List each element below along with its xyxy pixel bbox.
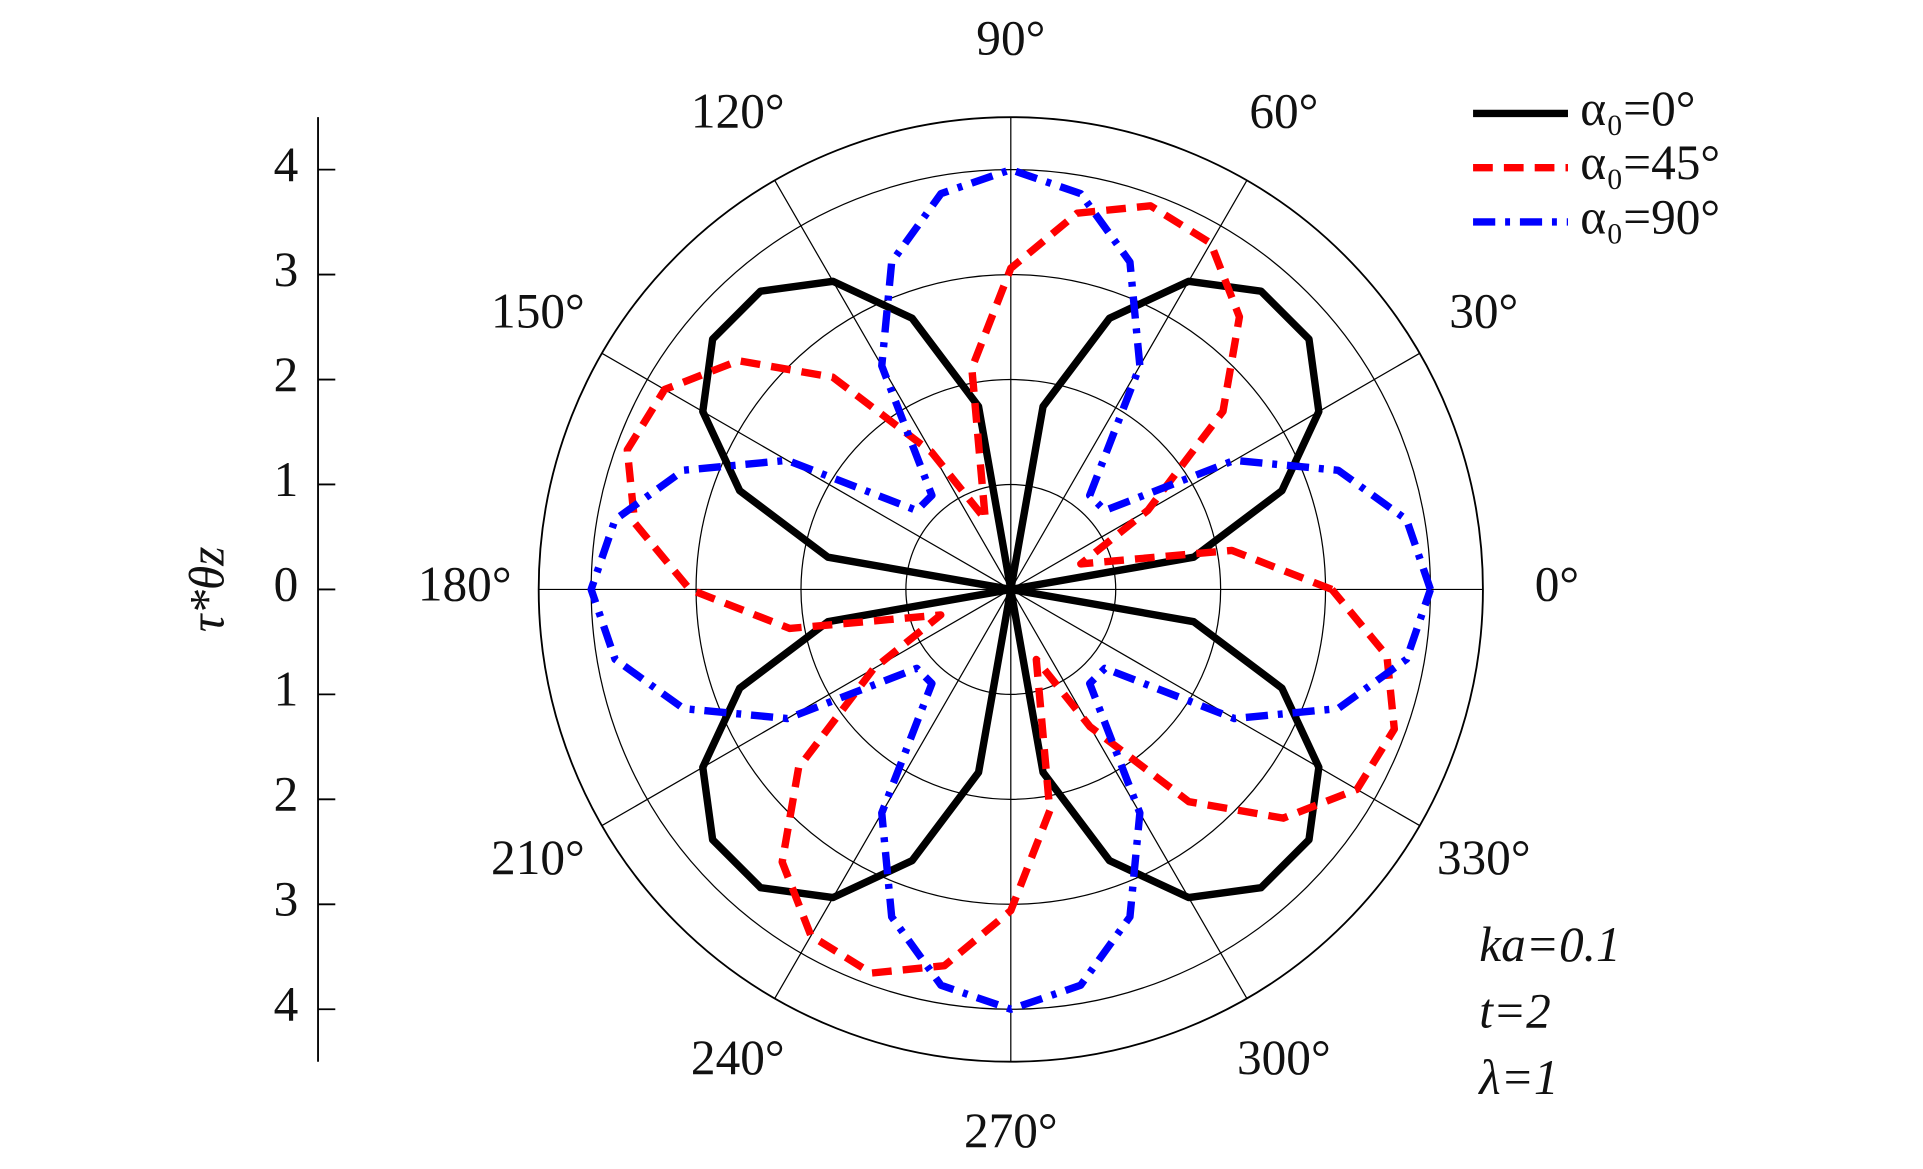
y-tick-label: 2 (274, 347, 299, 402)
theta-tick-label: 120° (691, 84, 785, 139)
series-line (623, 202, 1399, 977)
legend-label: α₀=45° (1580, 135, 1720, 190)
series-line (699, 277, 1323, 902)
theta-tick-label: 270° (964, 1103, 1058, 1158)
theta-tick-label: 210° (491, 830, 585, 885)
y-tick-label: 3 (274, 242, 299, 297)
y-tick-label: 0 (274, 557, 299, 612)
legend-label: α₀=90° (1580, 189, 1720, 244)
theta-tick-label: 180° (418, 557, 512, 612)
theta-tick-label: 300° (1237, 1030, 1331, 1085)
y-tick-label: 1 (274, 452, 299, 507)
series-line (587, 165, 1434, 1013)
theta-tick-label: 330° (1437, 830, 1531, 885)
annotation: λ=1 (1477, 1050, 1558, 1105)
y-tick-label: 2 (274, 767, 299, 822)
theta-tick-label: 0° (1535, 557, 1579, 612)
theta-tick-label: 60° (1249, 84, 1318, 139)
theta-tick-label: 30° (1449, 284, 1518, 339)
y-tick-label: 4 (274, 977, 299, 1032)
grid-spoke (774, 180, 1012, 590)
theta-tick-label: 90° (976, 10, 1045, 65)
y-tick-label: 3 (274, 872, 299, 927)
y-axis-label: τ*θz (179, 547, 234, 633)
annotation: t=2 (1479, 983, 1551, 1038)
grid-spoke (1010, 180, 1248, 590)
annotation: ka=0.1 (1479, 917, 1620, 972)
theta-tick-label: 240° (691, 1030, 785, 1085)
legend-label: α₀=0° (1580, 81, 1695, 136)
theta-tick-label: 150° (491, 284, 585, 339)
y-tick-label: 1 (274, 662, 299, 717)
y-tick-label: 4 (274, 137, 299, 192)
grid-spoke (1010, 589, 1248, 999)
